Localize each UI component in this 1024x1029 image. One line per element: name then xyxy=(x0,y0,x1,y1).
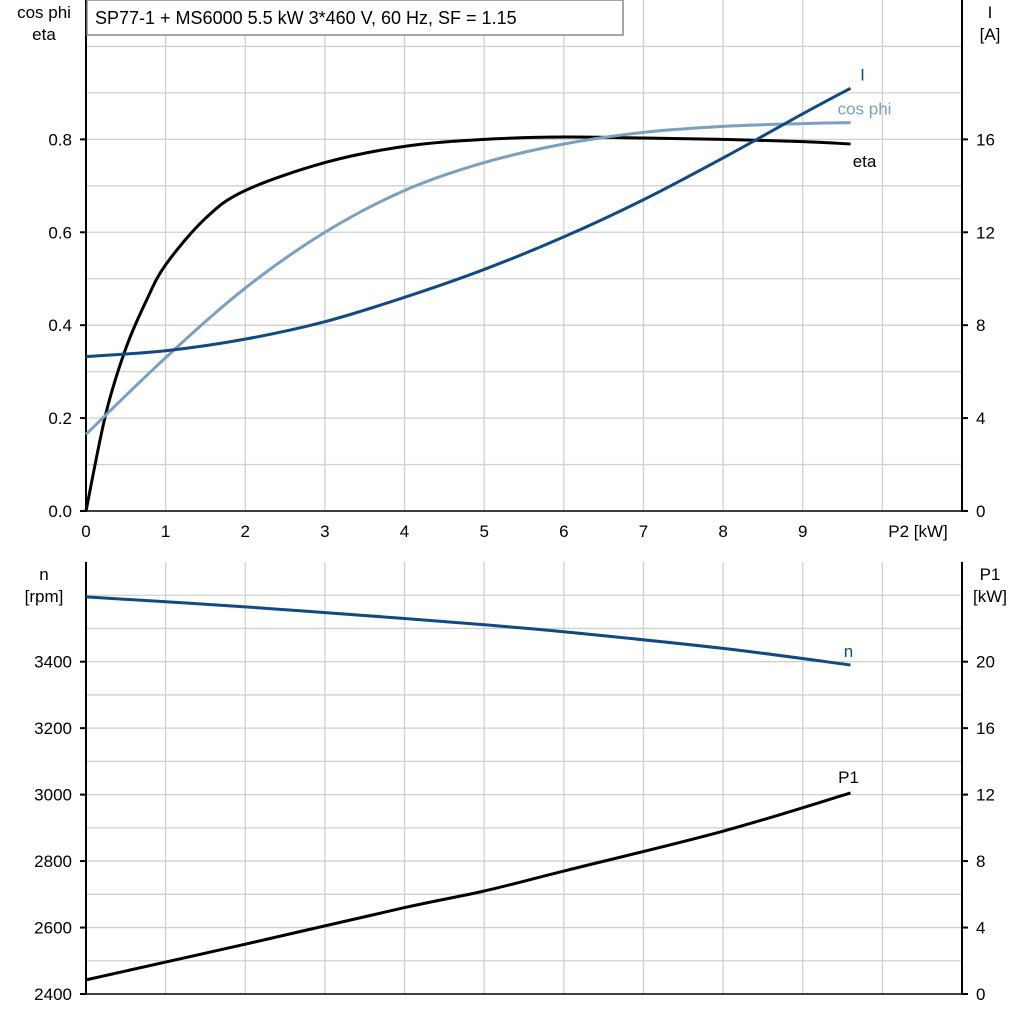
right-tick-label: 8 xyxy=(976,316,985,335)
left-axis-title: eta xyxy=(32,25,56,44)
right-tick-label: 16 xyxy=(976,130,995,149)
left-axis-title: n xyxy=(39,565,48,584)
x-tick-label: 9 xyxy=(798,522,807,541)
x-tick-label: 2 xyxy=(241,522,250,541)
x-tick-label: 4 xyxy=(400,522,409,541)
x-tick-label: 8 xyxy=(718,522,727,541)
right-tick-label: 0 xyxy=(976,502,985,521)
x-tick-label: 0 xyxy=(81,522,90,541)
right-tick-label: 0 xyxy=(976,985,985,1004)
x-tick-label: 1 xyxy=(161,522,170,541)
left-tick-label: 0.4 xyxy=(48,316,72,335)
series-label-eta: eta xyxy=(853,152,877,171)
left-tick-label: 3200 xyxy=(34,719,72,738)
series-line-cos-phi xyxy=(84,121,851,436)
series-label-cos-phi: cos phi xyxy=(838,100,892,119)
left-tick-label: 0.6 xyxy=(48,223,72,242)
left-tick-label: 3400 xyxy=(34,653,72,672)
series-line-n xyxy=(85,595,851,667)
left-tick-label: 0.0 xyxy=(48,502,72,521)
left-axis-title: [rpm] xyxy=(25,587,64,606)
x-tick-label: 3 xyxy=(320,522,329,541)
right-tick-label: 16 xyxy=(976,719,995,738)
left-tick-label: 2400 xyxy=(34,985,72,1004)
x-tick-label: 5 xyxy=(479,522,488,541)
right-axis-title: I xyxy=(988,3,993,22)
right-axis-title: [kW] xyxy=(973,587,1007,606)
x-tick-label: 7 xyxy=(639,522,648,541)
left-tick-label: 2600 xyxy=(34,919,72,938)
right-tick-label: 12 xyxy=(976,786,995,805)
left-axis-title: cos phi xyxy=(17,3,71,22)
series-line-P1 xyxy=(85,791,851,982)
series-label-n: n xyxy=(844,642,853,661)
right-tick-label: 4 xyxy=(976,409,985,428)
x-axis-title: P2 [kW] xyxy=(888,522,948,541)
series-label-I: I xyxy=(860,65,865,84)
right-tick-label: 12 xyxy=(976,223,995,242)
right-tick-label: 4 xyxy=(976,919,985,938)
x-tick-label: 6 xyxy=(559,522,568,541)
left-tick-label: 0.2 xyxy=(48,409,72,428)
series-label-P1: P1 xyxy=(838,768,859,787)
right-axis-title: [A] xyxy=(980,25,1001,44)
left-tick-label: 2800 xyxy=(34,852,72,871)
title-box xyxy=(86,0,624,36)
series-line-I xyxy=(85,86,852,359)
right-axis-title: P1 xyxy=(980,565,1001,584)
left-tick-label: 3000 xyxy=(34,786,72,805)
left-tick-label: 0.8 xyxy=(48,130,72,149)
right-tick-label: 20 xyxy=(976,653,995,672)
right-tick-label: 8 xyxy=(976,852,985,871)
series-line-eta xyxy=(84,135,851,512)
chart-title: SP77-1 + MS6000 5.5 kW 3*460 V, 60 Hz, S… xyxy=(95,8,517,28)
